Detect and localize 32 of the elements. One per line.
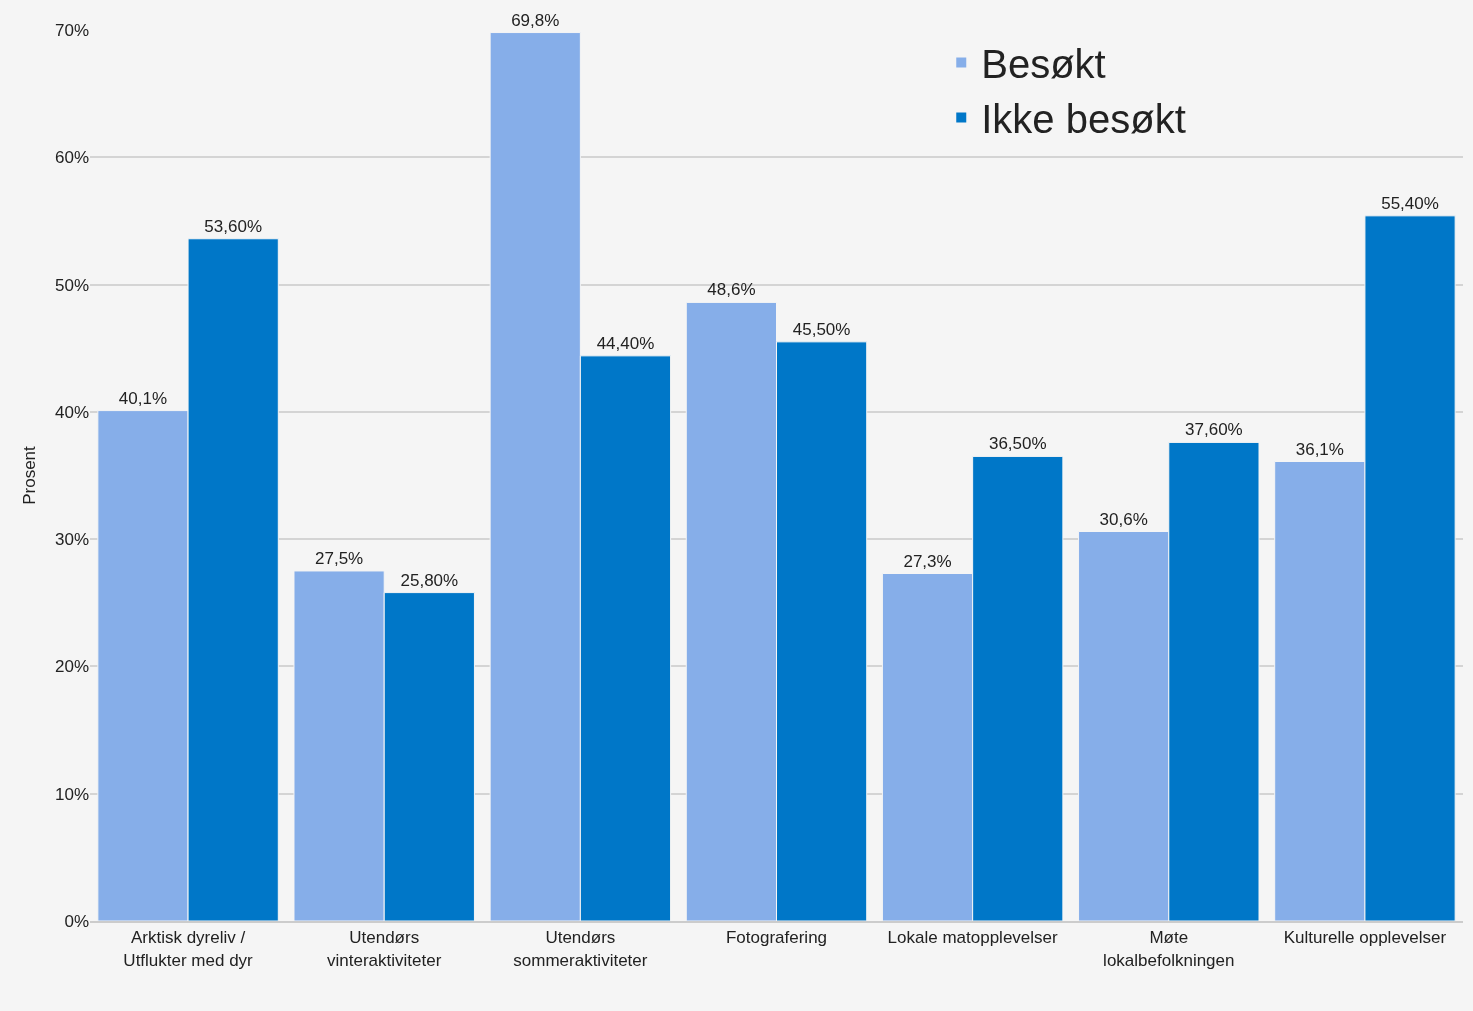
y-tick-label: 10%: [54, 784, 89, 804]
x-tick-label: Fotografering: [725, 928, 828, 948]
y-tick-label: 20%: [54, 657, 89, 677]
data-label: 25,80%: [400, 570, 459, 590]
data-label: 69,8%: [511, 10, 560, 30]
data-label: 27,3%: [903, 551, 952, 571]
x-tick-label: Utendørs vinteraktiviteter: [327, 928, 442, 970]
data-label: 53,60%: [204, 216, 263, 236]
data-label: 30,6%: [1099, 509, 1148, 529]
data-label: 37,60%: [1185, 420, 1243, 440]
y-tick-label: 40%: [54, 402, 89, 422]
data-label: 44,40%: [596, 333, 655, 353]
y-tick-label: 50%: [54, 275, 89, 295]
x-tick-label: Arktisk dyreliv / Utflukter med dyr: [123, 928, 254, 970]
data-label: 55,40%: [1381, 193, 1439, 213]
y-tick-label: 0%: [64, 911, 89, 931]
data-label: 40,1%: [118, 388, 168, 408]
data-label: 36,1%: [1295, 439, 1344, 459]
legend-label: Ikke besøkt: [981, 97, 1186, 142]
data-label: 48,6%: [707, 280, 756, 300]
y-tick-label: 70%: [54, 20, 89, 40]
x-tick-label: Lokale matopplevelser: [887, 928, 1059, 948]
x-tick-label: Utendørs sommeraktiviteter: [513, 928, 648, 970]
y-tick-label: 60%: [54, 148, 89, 168]
legend-label: Besøkt: [981, 42, 1106, 87]
data-label: 45,50%: [792, 319, 851, 339]
data-label: 27,5%: [315, 548, 364, 568]
y-tick-label: 30%: [54, 530, 89, 550]
x-tick-label: Kulturelle opplevelser: [1283, 928, 1447, 948]
data-label: 36,50%: [988, 434, 1047, 454]
y-axis-title: Prosent: [19, 445, 39, 505]
x-tick-label: Møte lokalbefolkningen: [1103, 928, 1235, 970]
